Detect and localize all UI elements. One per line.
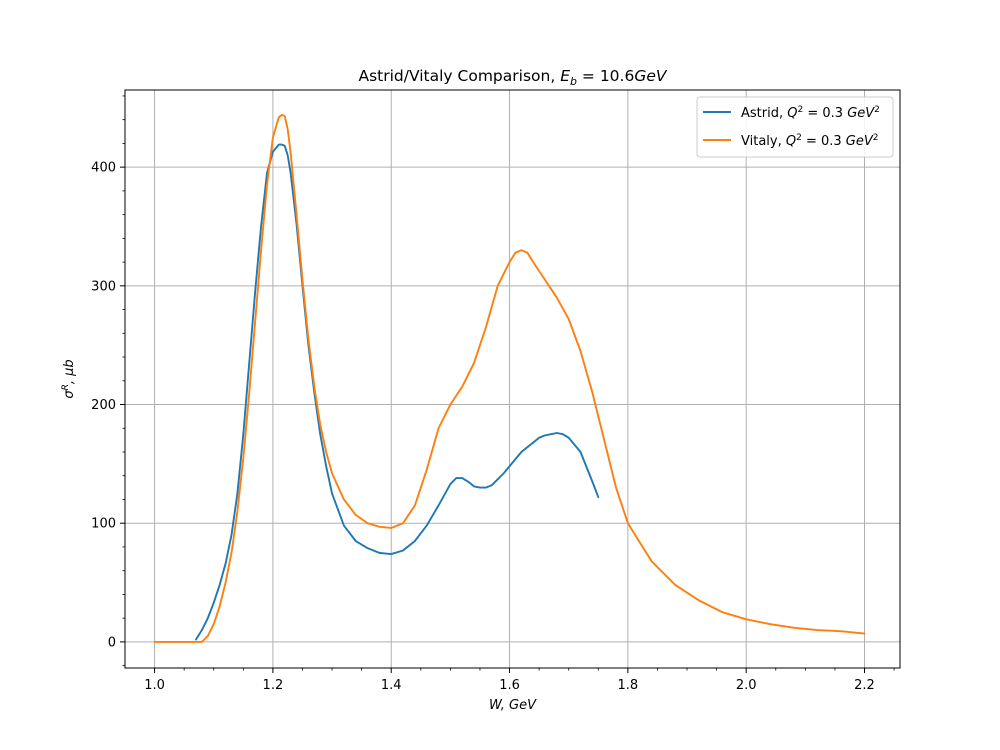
legend-label-vitaly: Vitaly, Q2 = 0.3 GeV2 xyxy=(741,133,879,149)
grid-lines xyxy=(125,90,900,668)
legend-vitaly-unit: GeV xyxy=(846,134,874,149)
legend-astrid-mid: = 0.3 xyxy=(803,106,847,121)
y-axis-sigma: σ xyxy=(62,390,77,399)
y-axis-rest: , μb xyxy=(62,359,77,384)
x-axis-label: W, GeV xyxy=(489,698,537,713)
chart-title: Astrid/Vitaly Comparison, Eb = 10.6GeV xyxy=(358,67,667,88)
series-line-astrid xyxy=(195,143,600,641)
legend-vitaly-q: Q xyxy=(786,134,796,149)
y-tick-label: 100 xyxy=(91,517,116,532)
title-unit: GeV xyxy=(634,67,668,85)
legend-astrid-unit-sup: 2 xyxy=(874,105,880,115)
title-rest: = 10.6 xyxy=(577,67,634,85)
y-axis-label: σR, μb xyxy=(61,359,77,398)
legend-astrid-prefix: Astrid, xyxy=(741,106,787,121)
legend-vitaly-unit-sup: 2 xyxy=(873,133,879,143)
legend-astrid-unit: GeV xyxy=(847,106,875,121)
x-tick-label: 1.8 xyxy=(618,678,639,693)
legend: Astrid, Q2 = 0.3 GeV2 Vitaly, Q2 = 0.3 G… xyxy=(696,96,894,158)
legend-vitaly-sup: 2 xyxy=(796,133,802,143)
title-symbol: E xyxy=(560,67,570,85)
y-tick-label: 200 xyxy=(91,398,116,413)
plot-frame xyxy=(124,89,901,669)
legend-box xyxy=(696,96,894,158)
title-subscript: b xyxy=(570,75,577,88)
x-tick-label: 1.4 xyxy=(381,678,402,693)
y-tick-label: 400 xyxy=(91,161,116,176)
chart-title-text: Astrid/Vitaly Comparison, xyxy=(358,67,560,85)
y-axis-sup: R xyxy=(61,384,71,390)
x-tick-label: 2.2 xyxy=(854,678,875,693)
legend-label-astrid: Astrid, Q2 = 0.3 GeV2 xyxy=(741,105,880,121)
legend-vitaly-prefix: Vitaly, xyxy=(741,134,786,149)
x-tick-label: 2.0 xyxy=(736,678,757,693)
legend-vitaly-mid: = 0.3 xyxy=(802,134,846,149)
legend-astrid-sup: 2 xyxy=(797,105,803,115)
y-tick-label: 300 xyxy=(91,279,116,294)
x-tick-label: 1.0 xyxy=(144,678,165,693)
y-tick-label: 0 xyxy=(108,635,116,650)
x-tick-label: 1.6 xyxy=(499,678,520,693)
axis-ticks: 1.0 1.2 1.4 1.6 1.8 2.0 2.2 0 100 200 300 400 xyxy=(91,95,895,693)
series-lines xyxy=(153,113,866,643)
series-line-vitaly xyxy=(153,113,866,643)
x-tick-label: 1.2 xyxy=(263,678,284,693)
legend-astrid-q: Q xyxy=(787,106,797,121)
